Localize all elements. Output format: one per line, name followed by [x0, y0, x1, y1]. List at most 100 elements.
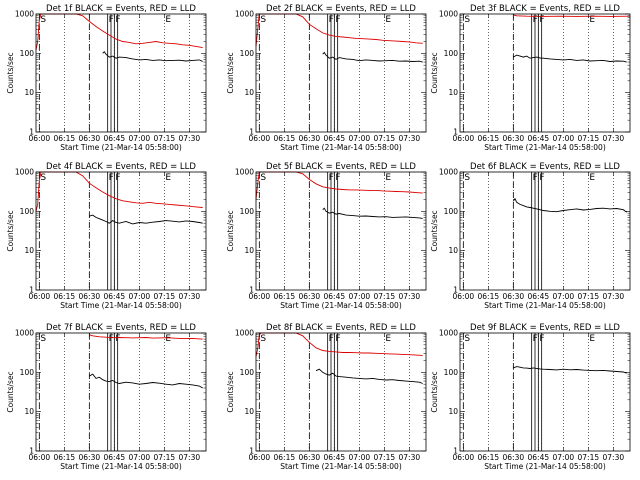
x-tick-label: 06:30 — [79, 453, 101, 462]
x-tick-label: 06:15 — [274, 292, 296, 301]
x-tick-label: 07:30 — [399, 453, 421, 462]
y-tick-label: 10 — [24, 246, 34, 255]
marker-label: F — [539, 15, 544, 25]
y-axis-label: Counts/sec — [6, 52, 15, 93]
marker-label: F — [109, 334, 114, 344]
x-tick-label: 07:15 — [374, 134, 396, 143]
x-tick-label: 07:00 — [349, 292, 371, 301]
y-axis-label: Counts/sec — [6, 210, 15, 251]
x-tick-label: 07:30 — [603, 453, 625, 462]
x-tick-label: 06:15 — [478, 134, 500, 143]
x-tick-label: 07:00 — [553, 134, 575, 143]
marker-label: F — [115, 334, 120, 344]
marker-label: F — [335, 15, 340, 25]
events-series-line — [315, 368, 423, 384]
x-tick-label: 06:30 — [299, 134, 321, 143]
y-tick-label: 100 — [444, 49, 459, 58]
y-tick-label: 1000 — [235, 329, 254, 338]
x-tick-label: 06:45 — [104, 134, 126, 143]
y-tick-label: 1 — [249, 286, 254, 295]
marker-label: F — [533, 173, 538, 183]
x-tick-label: 07:15 — [154, 453, 176, 462]
events-series-line — [513, 54, 627, 63]
x-tick-label: 06:00 — [249, 134, 271, 143]
y-axis-label: Counts/sec — [430, 371, 439, 412]
x-tick-label: 06:45 — [528, 134, 550, 143]
y-tick-label: 1 — [249, 447, 254, 456]
marker-label: S — [40, 334, 46, 344]
y-tick-label: 1 — [453, 128, 458, 137]
y-tick-label: 1000 — [15, 168, 34, 177]
marker-label: F — [539, 173, 544, 183]
panel-title: Det 2f BLACK = Events, RED = LLD — [266, 4, 416, 14]
y-tick-label: 1 — [453, 447, 458, 456]
panel-title: Det 1f BLACK = Events, RED = LLD — [46, 4, 196, 14]
x-tick-label: 07:30 — [179, 292, 201, 301]
y-tick-label: 1000 — [235, 168, 254, 177]
y-tick-label: 10 — [24, 88, 34, 97]
x-tick-label: 06:30 — [299, 453, 321, 462]
marker-label: E — [589, 15, 595, 25]
y-tick-label: 100 — [20, 368, 35, 377]
x-axis-label: Start Time (21-Mar-14 05:58:00) — [280, 301, 402, 310]
panel-title: Det 9f BLACK = Events, RED = LLD — [470, 323, 620, 333]
x-tick-label: 07:00 — [349, 134, 371, 143]
plot-frame — [35, 171, 207, 291]
plot-frame — [255, 332, 427, 452]
y-tick-label: 10 — [448, 88, 458, 97]
plot-frame — [35, 13, 207, 133]
plot-frame — [255, 171, 427, 291]
panel-title: Det 6f BLACK = Events, RED = LLD — [470, 162, 620, 172]
x-tick-label: 07:15 — [578, 292, 600, 301]
x-tick-label: 06:45 — [104, 292, 126, 301]
y-tick-label: 100 — [20, 49, 35, 58]
panel-title: Det 3f BLACK = Events, RED = LLD — [470, 4, 620, 14]
marker-label: E — [165, 334, 171, 344]
plot-frame — [459, 13, 631, 133]
x-tick-label: 06:00 — [453, 453, 475, 462]
y-tick-label: 1000 — [15, 10, 34, 19]
y-tick-label: 100 — [444, 368, 459, 377]
y-tick-label: 10 — [244, 88, 254, 97]
x-tick-label: 06:15 — [274, 453, 296, 462]
marker-label: S — [260, 173, 266, 183]
x-tick-label: 07:15 — [154, 134, 176, 143]
x-tick-label: 06:15 — [478, 453, 500, 462]
plot-frame — [459, 171, 631, 291]
x-tick-label: 07:30 — [399, 292, 421, 301]
marker-label: F — [539, 334, 544, 344]
x-tick-label: 07:30 — [179, 453, 201, 462]
y-tick-label: 10 — [448, 407, 458, 416]
x-tick-label: 07:15 — [578, 453, 600, 462]
marker-label: F — [335, 334, 340, 344]
x-tick-label: 07:15 — [374, 453, 396, 462]
panel-title: Det 7f BLACK = Events, RED = LLD — [46, 323, 196, 333]
marker-label: S — [464, 173, 470, 183]
y-tick-label: 1 — [453, 286, 458, 295]
y-tick-label: 1000 — [439, 329, 458, 338]
events-series-line — [322, 51, 423, 63]
y-tick-label: 1000 — [439, 168, 458, 177]
x-tick-label: 07:15 — [578, 134, 600, 143]
y-tick-label: 100 — [240, 49, 255, 58]
x-tick-label: 06:15 — [54, 292, 76, 301]
y-axis-label: Counts/sec — [226, 52, 235, 93]
x-axis-label: Start Time (21-Mar-14 05:58:00) — [60, 143, 182, 152]
x-tick-label: 06:00 — [29, 453, 51, 462]
x-tick-label: 06:30 — [79, 292, 101, 301]
marker-label: S — [260, 15, 266, 25]
x-tick-label: 06:30 — [299, 292, 321, 301]
x-tick-label: 06:15 — [478, 292, 500, 301]
marker-label: S — [464, 15, 470, 25]
marker-label: S — [40, 15, 46, 25]
x-tick-label: 07:00 — [553, 453, 575, 462]
panel-title: Det 8f BLACK = Events, RED = LLD — [266, 323, 416, 333]
panel-title: Det 5f BLACK = Events, RED = LLD — [266, 162, 416, 172]
x-tick-label: 07:00 — [129, 134, 151, 143]
